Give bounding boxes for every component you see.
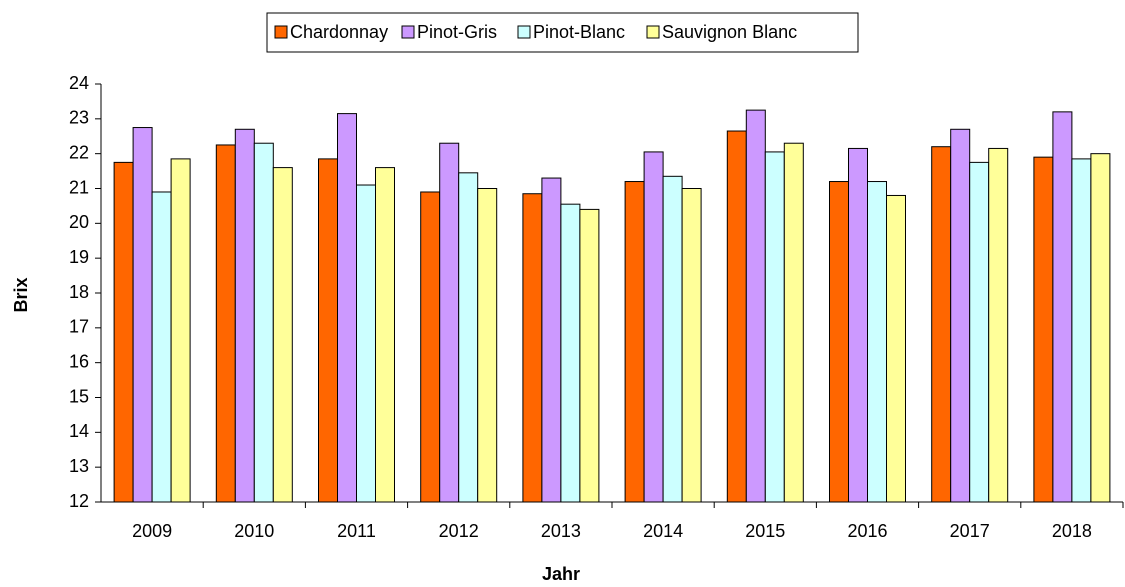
bar — [420, 191, 441, 503]
bar — [132, 127, 153, 503]
x-tick-label: 2011 — [337, 521, 376, 541]
x-tick-label: 2017 — [950, 521, 990, 541]
bar — [113, 161, 134, 503]
bar — [253, 142, 274, 503]
bar — [356, 184, 376, 503]
bar — [1090, 153, 1111, 503]
legend-label: Pinot-Gris — [417, 22, 497, 42]
bar — [579, 208, 600, 503]
x-axis-label: Jahr — [542, 564, 580, 584]
bar — [522, 193, 543, 503]
bar — [867, 181, 887, 503]
y-tick-label: 13 — [69, 456, 89, 476]
bar — [969, 161, 990, 503]
legend-swatch — [517, 25, 531, 39]
bar — [745, 109, 766, 503]
x-tick-label: 2012 — [439, 521, 479, 541]
y-tick-label: 17 — [69, 317, 89, 337]
legend-swatch — [274, 25, 288, 39]
bar — [681, 188, 702, 503]
bar — [783, 142, 804, 503]
bar — [848, 147, 868, 503]
y-tick-label: 12 — [69, 491, 89, 511]
bar — [1052, 111, 1073, 503]
bar — [477, 188, 498, 503]
y-tick-label: 21 — [69, 177, 89, 197]
y-tick-label: 18 — [69, 282, 89, 302]
bar — [1033, 156, 1054, 503]
legend-label: Chardonnay — [290, 22, 388, 42]
x-tick-label: 2016 — [847, 521, 887, 541]
bar — [988, 147, 1009, 503]
bar — [318, 158, 338, 503]
x-tick-label: 2018 — [1052, 521, 1092, 541]
bar — [375, 167, 395, 503]
legend-label: Sauvignon Blanc — [662, 22, 797, 42]
y-tick-label: 15 — [69, 386, 89, 406]
legend-box — [266, 12, 859, 53]
bar — [643, 151, 664, 503]
legend-swatch — [401, 25, 415, 39]
bar — [234, 128, 255, 503]
bar — [170, 158, 191, 503]
y-tick-label: 14 — [69, 421, 89, 441]
legend-swatch — [646, 25, 660, 39]
x-tick-label: 2014 — [643, 521, 683, 541]
x-tick-label: 2013 — [541, 521, 581, 541]
bar — [337, 113, 357, 503]
bar — [764, 151, 785, 503]
y-axis-label: Brix — [11, 277, 31, 312]
bar — [931, 146, 952, 503]
bar — [624, 181, 645, 503]
bar — [541, 177, 562, 503]
y-tick-label: 22 — [69, 142, 89, 162]
bar — [829, 181, 849, 503]
bar — [458, 172, 479, 503]
x-tick-label: 2009 — [132, 521, 172, 541]
y-tick-label: 23 — [69, 108, 89, 128]
y-tick-label: 24 — [69, 73, 89, 93]
bar — [560, 203, 581, 503]
bar — [1071, 158, 1092, 503]
legend-label: Pinot-Blanc — [533, 22, 625, 42]
bar — [950, 128, 971, 503]
bar — [215, 144, 236, 503]
bar — [272, 167, 293, 503]
bar — [886, 194, 906, 503]
bar — [662, 175, 683, 503]
bar — [726, 130, 747, 503]
y-tick-label: 16 — [69, 351, 89, 371]
bar — [439, 142, 460, 503]
x-tick-label: 2010 — [234, 521, 274, 541]
y-tick-label: 19 — [69, 247, 89, 267]
x-tick-label: 2015 — [745, 521, 785, 541]
bar — [151, 191, 172, 503]
y-tick-label: 20 — [69, 212, 89, 232]
